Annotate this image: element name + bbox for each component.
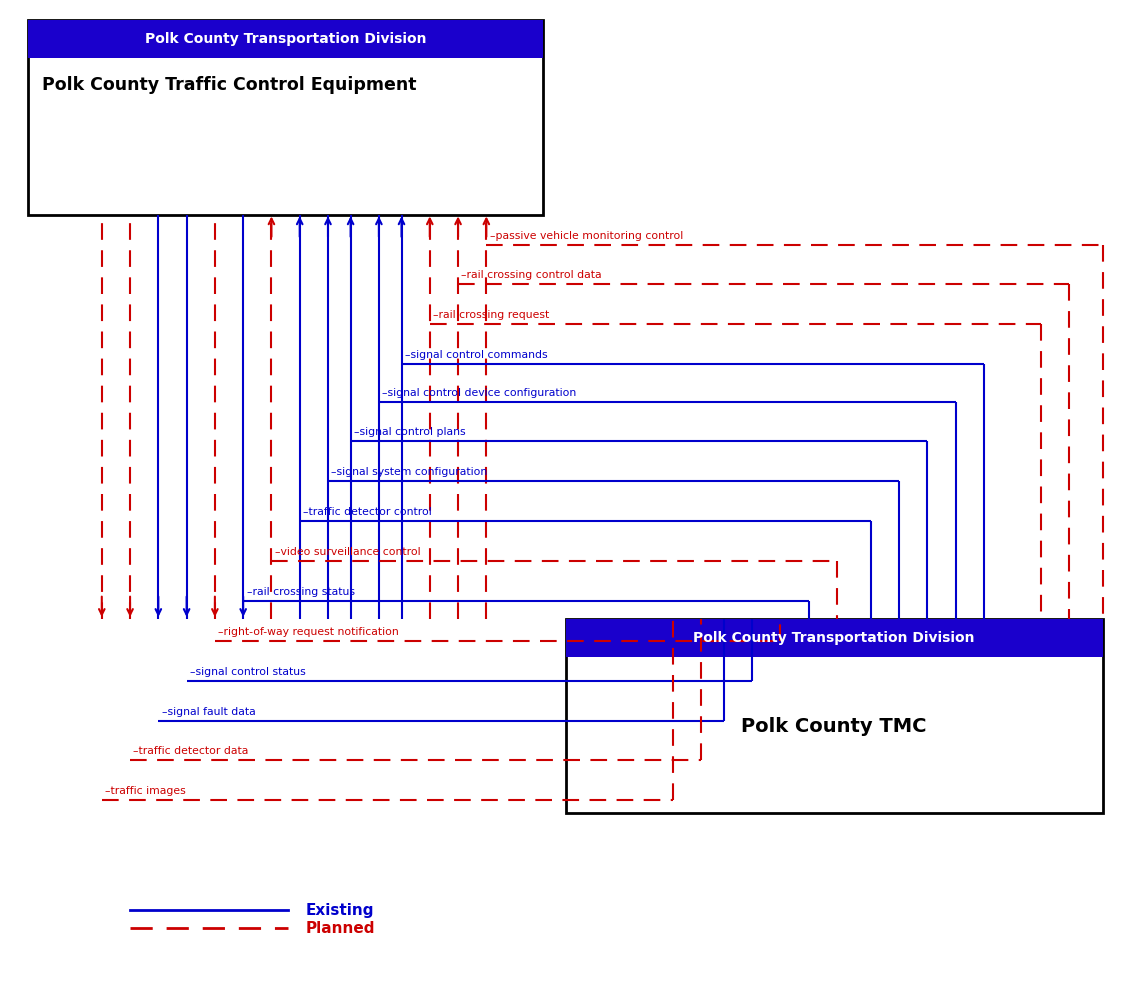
Text: –passive vehicle monitoring control: –passive vehicle monitoring control — [490, 231, 683, 241]
Text: –rail crossing control data: –rail crossing control data — [461, 270, 602, 280]
Text: –signal fault data: –signal fault data — [162, 707, 256, 717]
Text: Polk County Transportation Division: Polk County Transportation Division — [693, 631, 975, 645]
Text: –traffic detector data: –traffic detector data — [133, 747, 249, 756]
Text: Existing: Existing — [305, 902, 374, 918]
Text: Polk County Transportation Division: Polk County Transportation Division — [145, 32, 426, 46]
Text: –signal system configuration: –signal system configuration — [331, 467, 487, 477]
Text: –signal control device configuration: –signal control device configuration — [382, 388, 577, 398]
Text: Planned: Planned — [305, 920, 374, 936]
Text: –right-of-way request notification: –right-of-way request notification — [218, 627, 399, 637]
Bar — [28, 20, 543, 58]
Bar — [28, 20, 543, 215]
Text: –signal control plans: –signal control plans — [354, 427, 466, 437]
Text: Polk County Traffic Control Equipment: Polk County Traffic Control Equipment — [42, 76, 416, 94]
Text: –traffic images: –traffic images — [105, 786, 185, 796]
Bar — [566, 619, 1103, 813]
Text: –signal control commands: –signal control commands — [405, 350, 547, 360]
Bar — [566, 619, 1103, 657]
Text: –rail crossing status: –rail crossing status — [247, 587, 354, 597]
Text: –traffic detector control: –traffic detector control — [303, 507, 432, 517]
Text: –rail crossing request: –rail crossing request — [433, 310, 550, 320]
Text: –signal control status: –signal control status — [190, 667, 305, 677]
Text: Polk County TMC: Polk County TMC — [741, 717, 927, 736]
Text: –video surveillance control: –video surveillance control — [275, 547, 421, 557]
